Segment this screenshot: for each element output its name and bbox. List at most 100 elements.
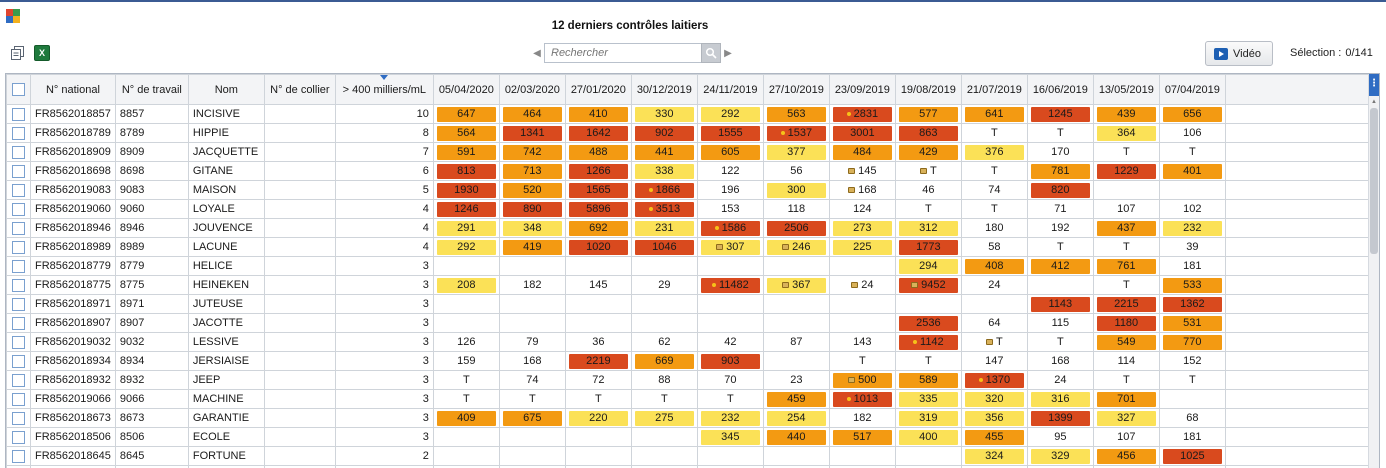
row-checkbox-cell[interactable] <box>6 123 31 143</box>
table-row[interactable]: FR8562018645 8645 FORTUNE 2 324 329 456 1025 <box>6 446 1372 466</box>
row-checkbox[interactable] <box>12 354 25 368</box>
row-checkbox[interactable] <box>12 126 25 140</box>
video-button[interactable]: Vidéo <box>1205 41 1273 66</box>
col-header-date[interactable]: 24/11/2019 <box>696 74 764 105</box>
cell-date-value <box>432 294 500 314</box>
table-row[interactable]: FR8562018909 8909 JACQUETTE 7 591 742 488 441 60… <box>6 142 1372 162</box>
table-row[interactable]: FR85620189088908JACOUILLE268895870589496… <box>6 465 1372 468</box>
row-checkbox-cell[interactable] <box>6 104 31 124</box>
row-checkbox-cell[interactable] <box>6 161 31 181</box>
copy-icon[interactable] <box>10 45 26 61</box>
col-header-collier[interactable]: N° de collier <box>263 74 336 105</box>
treatment-tag-icon <box>851 281 859 288</box>
row-checkbox[interactable] <box>12 202 25 216</box>
table-row[interactable]: FR8562018789 8789 HIPPIE 8 564 1341 1642 902 155… <box>6 123 1372 143</box>
row-checkbox[interactable] <box>12 373 25 387</box>
col-header-travail[interactable]: N° de travail <box>114 74 189 105</box>
column-menu-icon[interactable]: ⋮ <box>1369 74 1379 96</box>
scc-value-text: 2831 <box>853 107 879 120</box>
table-row[interactable]: FR8562019032 9032 LESSIVE 3 126 79 36 62 42 87 143… <box>6 332 1372 352</box>
row-checkbox-cell[interactable] <box>6 408 31 428</box>
row-checkbox-cell[interactable] <box>6 389 31 409</box>
search-icon[interactable] <box>701 43 721 63</box>
select-all-checkbox-cell[interactable] <box>6 74 31 105</box>
col-header-date[interactable]: 07/04/2019 <box>1158 74 1226 105</box>
row-checkbox-cell[interactable] <box>6 446 31 466</box>
row-checkbox[interactable] <box>12 430 25 444</box>
cell-date-value <box>498 313 566 333</box>
cell-date-value: T <box>432 370 500 390</box>
table-row[interactable]: FR8562019066 9066 MACHINE 3 T T T T T 459 1013 335 3… <box>6 389 1372 409</box>
table-row[interactable]: FR8562019083 9083 MAISON 5 1930 520 1565 1866 19… <box>6 180 1372 200</box>
col-header-date[interactable]: 21/07/2019 <box>960 74 1028 105</box>
table-row[interactable]: FR8562018506 8506 ECOLE 3 345 440 517 400 455 95 1… <box>6 427 1372 447</box>
row-checkbox[interactable] <box>12 164 25 178</box>
row-checkbox-cell[interactable] <box>6 313 31 333</box>
col-header-date[interactable]: 30/12/2019 <box>630 74 698 105</box>
row-checkbox-cell[interactable] <box>6 427 31 447</box>
row-checkbox-cell[interactable] <box>6 180 31 200</box>
app-grid-icon[interactable] <box>6 9 20 23</box>
col-header-national[interactable]: N° national <box>30 74 116 105</box>
row-checkbox-cell[interactable] <box>6 294 31 314</box>
table-row[interactable]: FR8562018946 8946 JOUVENCE 4 291 348 692 231 158… <box>6 218 1372 238</box>
previous-arrow-icon[interactable]: ◀ <box>533 47 541 59</box>
row-checkbox-cell[interactable] <box>6 370 31 390</box>
scc-value-text: 39 <box>1186 240 1199 253</box>
table-row[interactable]: FR8562018698 8698 GITANE 6 813 713 1266 338 122 5… <box>6 161 1372 181</box>
cell-date-value: 124 <box>828 199 896 219</box>
row-checkbox-cell[interactable] <box>6 237 31 257</box>
col-header-date[interactable]: 27/01/2020 <box>564 74 632 105</box>
row-checkbox-cell[interactable] <box>6 465 31 468</box>
scc-value: 1229 <box>1096 163 1156 179</box>
row-checkbox[interactable] <box>12 183 25 197</box>
row-checkbox[interactable] <box>12 278 25 292</box>
row-checkbox[interactable] <box>12 259 25 273</box>
row-checkbox-cell[interactable] <box>6 199 31 219</box>
row-checkbox[interactable] <box>12 145 25 159</box>
row-checkbox-cell[interactable] <box>6 142 31 162</box>
col-header-count[interactable]: > 400 milliers/mL <box>334 74 434 105</box>
table-row[interactable]: FR8562018989 8989 LACUNE 4 292 419 1020 1046 307… <box>6 237 1372 257</box>
alert-dot-icon <box>711 282 716 287</box>
table-row[interactable]: FR8562018934 8934 JERSIAISE 3 159 168 2219 669 9… <box>6 351 1372 371</box>
next-arrow-icon[interactable]: ▶ <box>724 47 732 59</box>
row-checkbox[interactable] <box>12 221 25 235</box>
table-row[interactable]: FR8562018971 8971 JUTEUSE 3 1143 2215 1362 <box>6 294 1372 314</box>
row-checkbox-cell[interactable] <box>6 351 31 371</box>
row-checkbox[interactable] <box>12 335 25 349</box>
vertical-scrollbar[interactable]: ⋮ ▲ <box>1368 74 1379 468</box>
search-input[interactable] <box>544 43 702 63</box>
row-checkbox[interactable] <box>12 240 25 254</box>
excel-icon[interactable]: X <box>34 45 50 61</box>
table-row[interactable]: FR8562018907 8907 JACOTTE 3 2536 64 115 1180 531 <box>6 313 1372 333</box>
row-checkbox-cell[interactable] <box>6 218 31 238</box>
table-row[interactable]: FR8562018673 8673 GARANTIE 3 409 675 220 275 232… <box>6 408 1372 428</box>
col-header-date[interactable]: 05/04/2020 <box>432 74 500 105</box>
scroll-up-icon[interactable]: ▲ <box>1371 99 1377 105</box>
select-all-checkbox[interactable] <box>12 83 25 96</box>
row-checkbox[interactable] <box>12 316 25 330</box>
table-row[interactable]: FR8562018779 8779 HELICE 3 294 408 412 761 181 <box>6 256 1372 276</box>
col-header-date[interactable]: 27/10/2019 <box>762 74 830 105</box>
row-checkbox-cell[interactable] <box>6 256 31 276</box>
row-checkbox[interactable] <box>12 297 25 311</box>
row-checkbox-cell[interactable] <box>6 275 31 295</box>
col-header-date[interactable]: 02/03/2020 <box>498 74 566 105</box>
table-row[interactable]: FR8562018857 8857 INCISIVE 10 647 464 410 330 29… <box>6 104 1372 124</box>
col-header-nom[interactable]: Nom <box>187 74 265 105</box>
row-checkbox-cell[interactable] <box>6 332 31 352</box>
col-header-date[interactable]: 13/05/2019 <box>1092 74 1160 105</box>
row-checkbox[interactable] <box>12 449 25 463</box>
row-checkbox[interactable] <box>12 107 25 121</box>
row-checkbox[interactable] <box>12 411 25 425</box>
scroll-thumb[interactable] <box>1370 108 1378 254</box>
col-header-date[interactable]: 16/06/2019 <box>1026 74 1094 105</box>
col-header-date[interactable]: 19/08/2019 <box>894 74 962 105</box>
table-row[interactable]: FR8562018932 8932 JEEP 3 T 74 72 88 70 23 500 589 13… <box>6 370 1372 390</box>
col-header-date[interactable]: 23/09/2019 <box>828 74 896 105</box>
cell-date-value <box>1158 389 1226 409</box>
row-checkbox[interactable] <box>12 392 25 406</box>
table-row[interactable]: FR8562018775 8775 HEINEKEN 3 208 182 145 29 1148… <box>6 275 1372 295</box>
table-row[interactable]: FR8562019060 9060 LOYALE 4 1246 890 5896 3513 15… <box>6 199 1372 219</box>
